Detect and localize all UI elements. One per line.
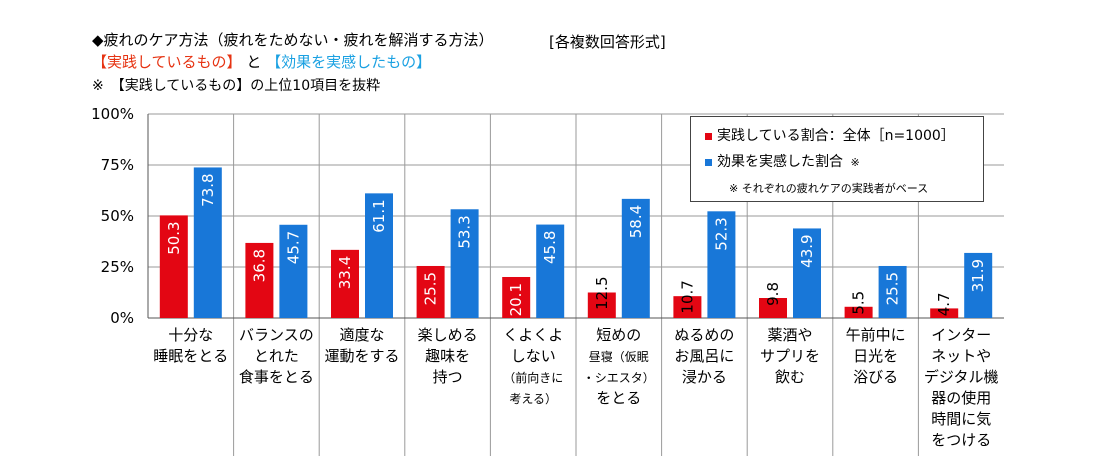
category-label-6-line-0: ぬるめの (674, 326, 734, 344)
category-label-5-line-0: 短めの (596, 326, 641, 344)
legend-item-practice: 実践している割合：全体［n=1000］ (705, 125, 955, 145)
subtitle-and: と (246, 53, 262, 71)
category-label-2-line-0: 適度な (339, 326, 384, 344)
category-label-4-line-2: （前向きに (503, 370, 563, 385)
category-label-4-line-0: くよくよ (503, 326, 563, 344)
chart-legend: 実践している割合：全体［n=1000］ 効果を実感した割合 ※ ※ それぞれの疲… (690, 116, 984, 202)
category-label-9-line-4: 時間に気 (931, 410, 991, 428)
bar-effect-7 (793, 228, 821, 318)
subtitle-effect: 【効果を実感したもの】 (266, 53, 432, 71)
bar-practice-1 (245, 242, 274, 318)
data-label-practice-4: 20.1 (507, 283, 525, 316)
data-label-effect-4: 45.8 (541, 231, 559, 264)
category-label-7-line-0: 薬酒や (767, 326, 812, 344)
legend-note: ※ それぞれの疲れケアの実践者がベース (729, 182, 929, 195)
category-label-3-line-0: 楽しめる (418, 326, 478, 344)
bar-practice-9 (930, 308, 959, 318)
data-label-practice-6: 10.7 (678, 280, 696, 313)
legend-item-effect: 効果を実感した割合 ※ (705, 151, 860, 171)
category-label-3-line-1: 趣味を (425, 347, 470, 365)
y-tick-label-1: 25% (101, 258, 134, 276)
subtitle-practice: 【実践しているもの】 (92, 53, 242, 71)
y-tick-label-0: 0% (110, 309, 134, 327)
y-tick-label-3: 75% (101, 156, 134, 174)
data-label-practice-8: 5.5 (850, 291, 868, 315)
data-label-effect-2: 61.1 (370, 199, 388, 232)
data-label-effect-1: 45.7 (284, 231, 302, 264)
bar-effect-4 (536, 224, 565, 318)
category-label-0-line-1: 睡眠をとる (153, 347, 228, 365)
legend-swatch-effect (705, 158, 712, 166)
bar-practice-0 (159, 215, 188, 318)
category-label-1-line-0: バランスの (239, 326, 314, 344)
category-label-8-line-1: 日光を (853, 347, 898, 365)
data-label-practice-3: 25.5 (422, 272, 440, 305)
data-label-practice-7: 9.8 (764, 282, 782, 306)
category-label-9-line-2: デジタル機 (924, 368, 999, 386)
y-tick-label-2: 50% (101, 207, 134, 225)
category-label-6-line-2: 浸かる (682, 368, 727, 386)
category-label-4-line-1: しない (511, 347, 556, 365)
category-label-9-line-0: インター (931, 326, 991, 344)
category-label-9-line-1: ネットや (931, 347, 991, 365)
data-label-practice-2: 33.4 (336, 256, 354, 289)
data-label-effect-9: 31.9 (969, 259, 987, 292)
category-label-9-line-5: をつける (931, 431, 991, 449)
bar-practice-5 (587, 292, 616, 318)
chart-title: ◆疲れのケア方法（疲れをためない・疲れを解消する方法） (92, 31, 494, 49)
category-label-3-line-2: 持つ (433, 368, 463, 386)
bar-effect-5 (621, 198, 650, 318)
legend-swatch-practice (705, 132, 712, 140)
data-label-effect-5: 58.4 (627, 205, 645, 238)
bar-practice-4 (502, 276, 531, 318)
y-tick-label-4: 100% (91, 105, 134, 123)
bar-effect-9 (964, 252, 993, 318)
bar-practice-7 (759, 298, 787, 318)
category-label-8-line-0: 午前中に (846, 326, 906, 344)
category-label-5-line-3: をとる (596, 389, 641, 407)
bar-practice-6 (673, 296, 702, 318)
top10-note: ※ 【実践しているもの】の上位10項目を抜粋 (92, 78, 381, 94)
bar-effect-3 (450, 209, 479, 318)
category-label-0-line-0: 十分な (168, 326, 213, 344)
category-label-5-line-1: 昼寝（仮眠 (589, 349, 649, 364)
bar-effect-1 (279, 224, 308, 318)
legend-label-effect: 効果を実感した割合 (717, 154, 843, 170)
data-label-effect-3: 53.3 (456, 215, 474, 248)
bar-effect-0 (193, 167, 222, 318)
legend-label-practice: 実践している割合：全体［n=1000］ (717, 128, 955, 144)
category-label-9-line-3: 器の使用 (931, 389, 991, 407)
bar-practice-2 (331, 249, 359, 318)
bar-effect-2 (365, 193, 393, 318)
category-label-7-line-2: 飲む (775, 368, 805, 386)
data-label-effect-7: 43.9 (798, 234, 816, 267)
category-label-1-line-2: 食事をとる (239, 368, 314, 386)
data-label-effect-0: 73.8 (199, 173, 217, 206)
bar-practice-3 (416, 265, 445, 318)
legend-effect-note-mark: ※ (850, 156, 860, 169)
category-label-5-line-2: ・シエスタ） (583, 371, 655, 385)
bar-effect-6 (707, 211, 736, 318)
category-label-1-line-1: とれた (254, 347, 299, 365)
data-label-practice-5: 12.5 (593, 277, 611, 310)
data-label-effect-6: 52.3 (712, 217, 730, 250)
category-label-6-line-1: お風呂に (674, 347, 734, 365)
category-label-4-line-3: 考える） (509, 392, 557, 406)
data-label-effect-8: 25.5 (884, 272, 902, 305)
bar-practice-8 (844, 306, 873, 318)
data-label-practice-9: 4.7 (935, 292, 953, 316)
chart-subtitle: 【実践しているもの】 と 【効果を実感したもの】 (92, 53, 431, 71)
category-label-8-line-2: 浴びる (853, 368, 898, 386)
data-label-practice-0: 50.3 (165, 221, 183, 254)
data-label-practice-1: 36.8 (250, 249, 268, 282)
bar-effect-8 (878, 265, 907, 318)
category-label-7-line-1: サプリを (760, 347, 820, 365)
category-label-2-line-1: 運動をする (324, 347, 399, 365)
answer-format-note: [各複数回答形式] (549, 33, 666, 51)
